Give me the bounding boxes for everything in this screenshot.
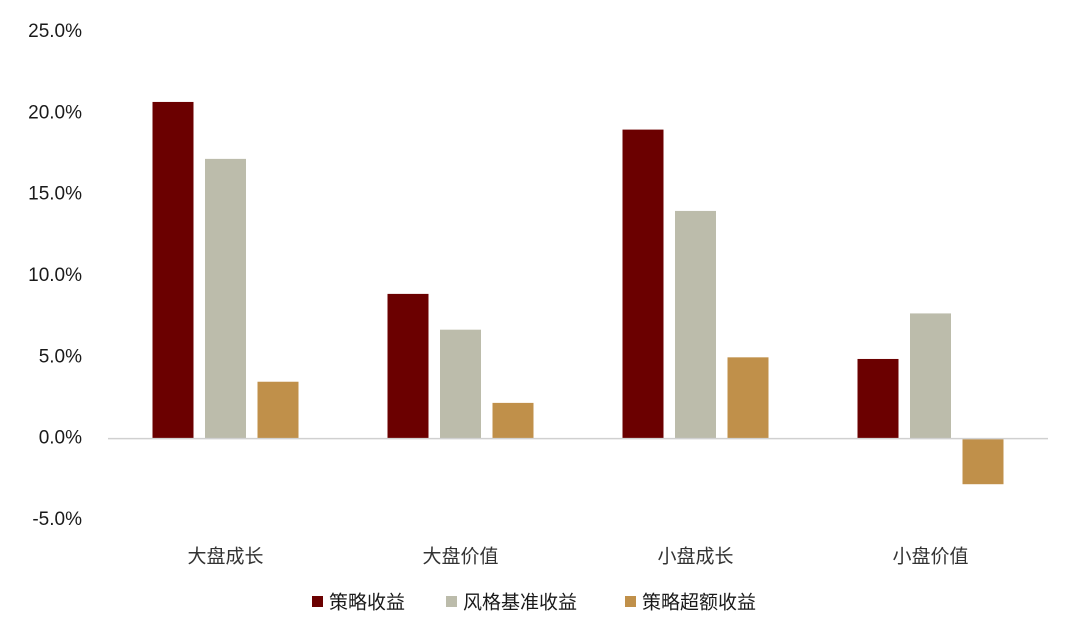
bar xyxy=(857,358,899,439)
y-tick-label: -5.0% xyxy=(32,509,82,530)
legend-swatch xyxy=(446,596,457,607)
bars xyxy=(152,101,1004,485)
legend-label: 风格基准收益 xyxy=(463,592,577,614)
y-axis: -5.0% 0.0% 5.0% 10.0% 15.0% 20.0% 25.0% xyxy=(28,21,82,530)
bar xyxy=(152,101,194,439)
bar xyxy=(962,438,1004,485)
y-tick-label: 25.0% xyxy=(28,21,82,42)
x-tick-label: 大盘成长 xyxy=(187,546,263,568)
legend-item: 策略超额收益 xyxy=(625,592,756,614)
legend-item: 策略收益 xyxy=(312,592,405,614)
bar xyxy=(675,210,716,439)
legend-item: 风格基准收益 xyxy=(446,592,577,614)
legend-label: 策略超额收益 xyxy=(642,592,756,614)
legend-swatch xyxy=(625,596,636,607)
bar xyxy=(257,381,299,439)
x-tick-label: 大盘价值 xyxy=(422,546,498,568)
y-tick-label: 10.0% xyxy=(28,265,82,286)
bar xyxy=(910,313,951,439)
legend: 策略收益 风格基准收益 策略超额收益 xyxy=(312,592,756,614)
y-tick-label: 5.0% xyxy=(39,346,82,367)
bar xyxy=(205,158,246,439)
x-axis: 大盘成长 大盘价值 小盘成长 小盘价值 xyxy=(187,546,968,568)
bar xyxy=(440,329,481,439)
bar xyxy=(492,402,534,439)
x-tick-label: 小盘价值 xyxy=(892,546,968,568)
bar xyxy=(387,293,429,439)
bar xyxy=(622,129,664,439)
y-tick-label: 20.0% xyxy=(28,102,82,123)
bar xyxy=(727,357,769,439)
y-tick-label: 15.0% xyxy=(28,184,82,205)
y-tick-label: 0.0% xyxy=(39,428,82,449)
x-tick-label: 小盘成长 xyxy=(657,546,733,568)
legend-swatch xyxy=(312,596,323,607)
legend-label: 策略收益 xyxy=(329,592,405,614)
